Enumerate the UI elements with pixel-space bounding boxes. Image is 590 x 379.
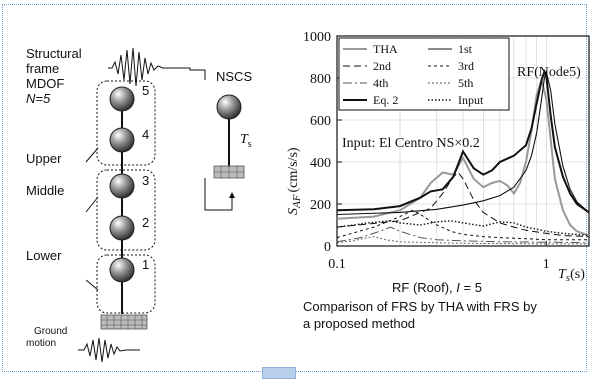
mass-5 bbox=[109, 86, 135, 112]
legend-label-7: Input bbox=[458, 93, 484, 107]
connector-bottom bbox=[204, 178, 233, 211]
series-5th bbox=[336, 236, 589, 245]
caption-line-2: a proposed method bbox=[303, 316, 416, 331]
x-axis-ticks: 0.1 1 bbox=[328, 241, 550, 272]
ytick-label-4: 800 bbox=[310, 72, 331, 87]
arrow-upper bbox=[85, 147, 99, 163]
group-box-upper bbox=[96, 80, 156, 166]
resize-handle[interactable] bbox=[262, 367, 296, 379]
series-4th bbox=[336, 226, 590, 244]
arrow-lower bbox=[85, 279, 99, 291]
group-label-upper: Upper bbox=[26, 151, 62, 166]
mass-4 bbox=[109, 127, 135, 153]
legend-label-0: THA bbox=[373, 42, 398, 56]
connector-arrowhead bbox=[229, 192, 235, 198]
ytick-label-2: 400 bbox=[310, 156, 331, 171]
mass-label-1: 1 bbox=[142, 257, 150, 272]
arrow-middle bbox=[85, 196, 99, 213]
series-3rd bbox=[336, 209, 589, 241]
legend-label-1: 1st bbox=[458, 42, 473, 56]
ytick-label-1: 200 bbox=[310, 198, 331, 213]
chart-annotation: Input: El Centro NS×0.2 bbox=[342, 136, 480, 151]
y-axis-ticks: 0 200 400 600 800 1000 bbox=[303, 30, 342, 255]
series-input bbox=[336, 220, 590, 237]
mass-2 bbox=[109, 215, 135, 241]
ts-label: Ts bbox=[240, 132, 252, 150]
structural-frame-label: Structural frame MDOF N=5 bbox=[26, 46, 82, 106]
series-1st bbox=[336, 69, 590, 216]
caption-line-1: Comparison of FRS by THA with FRS by bbox=[303, 299, 537, 314]
ytick-label-3: 600 bbox=[310, 114, 331, 129]
plot-frame bbox=[336, 35, 590, 247]
chart-subtitle: RF (Roof), I = 5 bbox=[392, 280, 482, 295]
group-label-lower: Lower bbox=[26, 248, 62, 263]
mass-label-3: 3 bbox=[142, 173, 150, 188]
x-axis-label: Ts(s) bbox=[558, 267, 585, 284]
ytick-label-5: 1000 bbox=[303, 30, 331, 45]
connector-top bbox=[178, 67, 206, 80]
legend-label-3: 3rd bbox=[458, 59, 474, 73]
chart-title: RF(Node5) bbox=[517, 65, 581, 80]
ytick-label-0: 0 bbox=[324, 240, 331, 255]
nscs-label: NSCS bbox=[216, 69, 253, 84]
series-2nd bbox=[336, 171, 590, 238]
ground-hatch bbox=[100, 314, 148, 330]
series-group bbox=[336, 68, 590, 245]
y-axis-label: SAF(cm/s/s) bbox=[286, 147, 303, 215]
legend-label-5: 5th bbox=[458, 76, 473, 90]
xtick-label-0: 0.1 bbox=[328, 257, 346, 272]
ground-motion-label: Ground motion bbox=[26, 326, 68, 349]
mass-label-2: 2 bbox=[142, 215, 150, 230]
mass-label-5: 5 bbox=[142, 83, 150, 98]
legend-box bbox=[338, 37, 510, 111]
ground-wave bbox=[78, 337, 140, 363]
group-box-lower bbox=[96, 254, 156, 314]
series-tha bbox=[336, 76, 590, 237]
group-label-middle: Middle bbox=[26, 183, 65, 198]
mass-label-4: 4 bbox=[142, 127, 150, 142]
top-wave bbox=[108, 47, 178, 87]
xtick-label-1: 1 bbox=[543, 257, 550, 272]
mass-1 bbox=[109, 257, 135, 283]
legend: THA 1st 2nd 3rd 4th 5th Eq. 2 Input bbox=[343, 42, 484, 107]
group-box-middle bbox=[96, 169, 156, 251]
mass-3 bbox=[109, 173, 135, 199]
legend-label-6: Eq. 2 bbox=[373, 93, 398, 107]
legend-label-4: 4th bbox=[373, 76, 388, 90]
legend-label-2: 2nd bbox=[373, 59, 391, 73]
series-eq-2 bbox=[336, 68, 590, 214]
